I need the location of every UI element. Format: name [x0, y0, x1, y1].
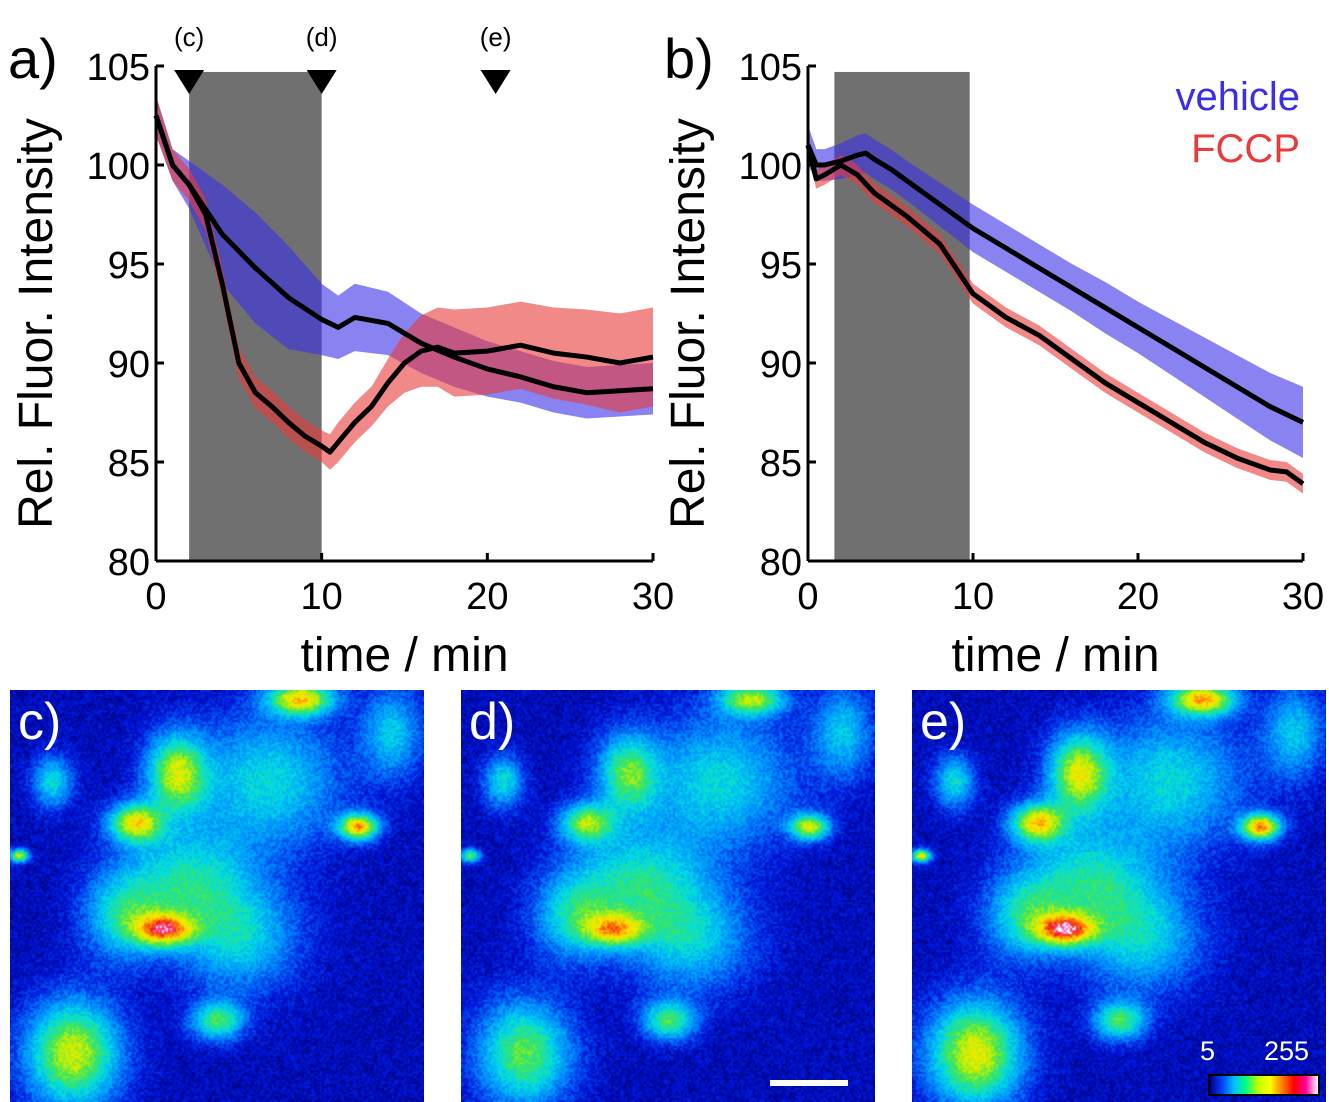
chart-b-panel-label: b): [664, 27, 714, 90]
chart-b-y-tick-label: 90: [760, 344, 802, 386]
panel-label-d: d): [469, 693, 516, 751]
colorbar: 5 255: [1200, 1036, 1320, 1098]
chart-a-y-tick-label: 105: [87, 47, 150, 89]
chart-a: 80 85 90 95 100 105 0 10 20 30 time / min Rel. Fluo…: [8, 22, 674, 680]
image-panel-c: c): [10, 690, 424, 1102]
chart-b-line-fccp: [805, 144, 1305, 486]
chart-a-line-vehicle: [153, 114, 654, 396]
chart-a-y-tick-label: 80: [108, 542, 150, 584]
chart-a-marker-triangle: [480, 70, 511, 94]
chart-b-x-tick-label: 20: [1117, 576, 1159, 618]
colorbar-max-label: 255: [1264, 1036, 1310, 1066]
chart-a-marker-label: (d): [306, 22, 338, 52]
chart-b-y-axis-label: Rel. Fluor. Intensity: [662, 118, 715, 529]
chart-b-y-tick-label: 80: [760, 542, 802, 584]
chart-b-band-vehicle: [808, 125, 1303, 459]
fluorescence-image-d: [461, 690, 875, 1102]
chart-a-x-tick-label: 30: [632, 576, 674, 618]
chart-a-band-vehicle: [156, 95, 653, 419]
chart-b-legend-entry: vehicle: [1175, 75, 1300, 119]
chart-b-x-tick-label: 0: [797, 576, 818, 618]
chart-a-y-tick-label: 100: [87, 146, 150, 188]
chart-b-x-tick-label: 10: [952, 576, 994, 618]
panel-label-c: c): [18, 693, 62, 751]
chart-b-x-axis-label: time / min: [951, 629, 1159, 680]
scale-bar: [770, 1080, 848, 1086]
chart-a-y-axis-label: Rel. Fluor. Intensity: [10, 118, 63, 529]
chart-a-y-tick-label: 90: [108, 344, 150, 386]
chart-a-y-tick-label: 85: [108, 443, 150, 485]
chart-a-y-tick-label: 95: [108, 245, 150, 287]
chart-b: 80 85 90 95 100 105 0 10 20 30 time / min Rel. Fluo…: [662, 27, 1324, 680]
chart-a-x-tick-label: 0: [145, 576, 166, 618]
colorbar-min-label: 5: [1200, 1036, 1216, 1066]
fluorescence-image-e: [912, 690, 1326, 1102]
chart-a-marker-triangle: [306, 70, 337, 94]
image-panel-e: e): [912, 690, 1326, 1102]
panel-label-e: e): [920, 693, 967, 751]
chart-b-band-fccp: [808, 133, 1303, 494]
chart-a-x-tick-label: 20: [466, 576, 508, 618]
chart-b-line-vehicle: [805, 144, 1305, 425]
chart-b-y-tick-label: 85: [760, 443, 802, 485]
chart-a-x-tick-label: 10: [301, 576, 343, 618]
chart-b-y-tick-label: 100: [739, 146, 802, 188]
colorbar-gradient: [1208, 1074, 1320, 1096]
chart-b-y-tick-label: 95: [760, 245, 802, 287]
chart-a-marker-triangle: [174, 70, 205, 94]
fluorescence-image-c: [10, 690, 424, 1102]
chart-a-marker-label: (e): [480, 22, 512, 52]
chart-a-line-fccp: [153, 114, 654, 455]
chart-a-band-fccp: [156, 95, 653, 470]
chart-b-x-tick-label: 30: [1282, 576, 1324, 618]
chart-b-legend-entry: FCCP: [1191, 127, 1300, 171]
chart-a-marker-label: (c): [174, 22, 204, 52]
chart-b-y-tick-label: 105: [739, 47, 802, 89]
chart-a-x-axis-label: time / min: [300, 629, 508, 680]
image-panel-d: d): [461, 690, 875, 1102]
chart-a-panel-label: a): [8, 27, 58, 90]
